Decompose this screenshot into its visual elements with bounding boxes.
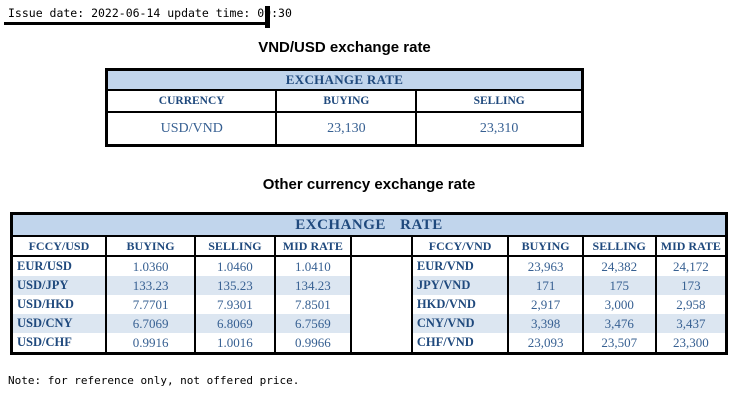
issue-box-corner-bar: [265, 6, 270, 28]
pair-vnd-cell: HKD/VND: [410, 295, 510, 314]
selling-vnd-cell: 24,382: [581, 256, 657, 276]
table-banner-row: EXCHANGE RATE: [105, 68, 584, 91]
selling-vnd-cell: 3,476: [581, 314, 657, 333]
selling-vnd-cell: 23,507: [581, 333, 657, 354]
buying-vnd-cell: 3,398: [507, 314, 584, 333]
pair-vnd-cell: JPY/VND: [410, 276, 510, 295]
buying-usd-cell: 6.7069: [104, 314, 197, 333]
t2-header-buying-vnd: BUYING: [507, 235, 584, 257]
t2-header-fccy-usd: FCCY/USD: [10, 235, 107, 257]
issue-date-text: Issue date: 2022-06-14 update time: 09:3…: [8, 6, 292, 20]
midrate-usd-cell: 134.23: [273, 276, 353, 295]
table-row: USD/HKD 7.7701 7.9301 7.8501 HKD/VND 2,9…: [10, 295, 728, 314]
t1-buying-value: 23,130: [275, 111, 418, 147]
midrate-usd-cell: 0.9966: [273, 333, 353, 354]
t2-header-buying-usd: BUYING: [104, 235, 197, 257]
table-header-row: FCCY/USD BUYING SELLING MID RATE FCCY/VN…: [10, 235, 728, 257]
buying-vnd-cell: 171: [507, 276, 584, 295]
t2-banner: EXCHANGE RATE: [10, 212, 728, 237]
t1-currency-pair: USD/VND: [105, 111, 278, 147]
midrate-vnd-cell: 23,300: [654, 333, 728, 354]
pair-usd-cell: USD/CNY: [10, 314, 107, 333]
t2-header-fccy-vnd: FCCY/VND: [410, 235, 510, 257]
midrate-usd-cell: 7.8501: [273, 295, 353, 314]
buying-usd-cell: 133.23: [104, 276, 197, 295]
other-currency-rate-table: EXCHANGE RATE FCCY/USD BUYING SELLING MI…: [10, 212, 728, 355]
t2-header-selling-vnd: SELLING: [581, 235, 657, 257]
t2-header-selling-usd: SELLING: [194, 235, 276, 257]
t1-selling-value: 23,310: [415, 111, 584, 147]
t2-header-midrate-vnd: MID RATE: [654, 235, 728, 257]
t1-header-currency: CURRENCY: [105, 89, 278, 113]
pair-vnd-cell: EUR/VND: [410, 256, 510, 276]
buying-usd-cell: 7.7701: [104, 295, 197, 314]
table-row: USD/CNY 6.7069 6.8069 6.7569 CNY/VND 3,3…: [10, 314, 728, 333]
t1-header-buying: BUYING: [275, 89, 418, 113]
selling-usd-cell: 1.0016: [194, 333, 276, 354]
selling-vnd-cell: 175: [581, 276, 657, 295]
issue-date-box: Issue date: 2022-06-14 update time: 09:3…: [4, 2, 292, 28]
selling-usd-cell: 135.23: [194, 276, 276, 295]
selling-usd-cell: 7.9301: [194, 295, 276, 314]
selling-usd-cell: 1.0460: [194, 256, 276, 276]
table-header-row: CURRENCY BUYING SELLING: [105, 89, 584, 113]
pair-vnd-cell: CNY/VND: [410, 314, 510, 333]
t1-banner: EXCHANGE RATE: [105, 68, 584, 91]
table-banner-row: EXCHANGE RATE: [10, 212, 728, 237]
midrate-vnd-cell: 173: [654, 276, 728, 295]
t2-header-gap: [350, 235, 413, 257]
buying-vnd-cell: 23,093: [507, 333, 584, 354]
pair-usd-cell: USD/JPY: [10, 276, 107, 295]
pair-usd-cell: USD/HKD: [10, 295, 107, 314]
table-row: USD/CHF 0.9916 1.0016 0.9966 CHF/VND 23,…: [10, 333, 728, 354]
selling-usd-cell: 6.8069: [194, 314, 276, 333]
pair-usd-cell: USD/CHF: [10, 333, 107, 354]
note-text: Note: for reference only, not offered pr…: [8, 374, 300, 387]
midrate-vnd-cell: 3,437: [654, 314, 728, 333]
vnd-usd-rate-table: EXCHANGE RATE CURRENCY BUYING SELLING US…: [105, 68, 584, 147]
pair-usd-cell: EUR/USD: [10, 256, 107, 276]
separator-column: [350, 256, 413, 354]
midrate-usd-cell: 6.7569: [273, 314, 353, 333]
buying-usd-cell: 0.9916: [104, 333, 197, 354]
t1-header-selling: SELLING: [415, 89, 584, 113]
table-row: USD/VND 23,130 23,310: [105, 111, 584, 147]
vnd-usd-section-title: VND/USD exchange rate: [258, 39, 431, 56]
table-row: EUR/USD 1.0360 1.0460 1.0410 EUR/VND 23,…: [10, 256, 728, 354]
buying-vnd-cell: 2,917: [507, 295, 584, 314]
selling-vnd-cell: 3,000: [581, 295, 657, 314]
buying-vnd-cell: 23,963: [507, 256, 584, 276]
buying-usd-cell: 1.0360: [104, 256, 197, 276]
pair-vnd-cell: CHF/VND: [410, 333, 510, 354]
t2-header-midrate-usd: MID RATE: [273, 235, 353, 257]
midrate-vnd-cell: 24,172: [654, 256, 728, 276]
other-currency-section-title: Other currency exchange rate: [262, 176, 476, 193]
midrate-usd-cell: 1.0410: [273, 256, 353, 276]
midrate-vnd-cell: 2,958: [654, 295, 728, 314]
table-row: USD/JPY 133.23 135.23 134.23 JPY/VND 171…: [10, 276, 728, 295]
